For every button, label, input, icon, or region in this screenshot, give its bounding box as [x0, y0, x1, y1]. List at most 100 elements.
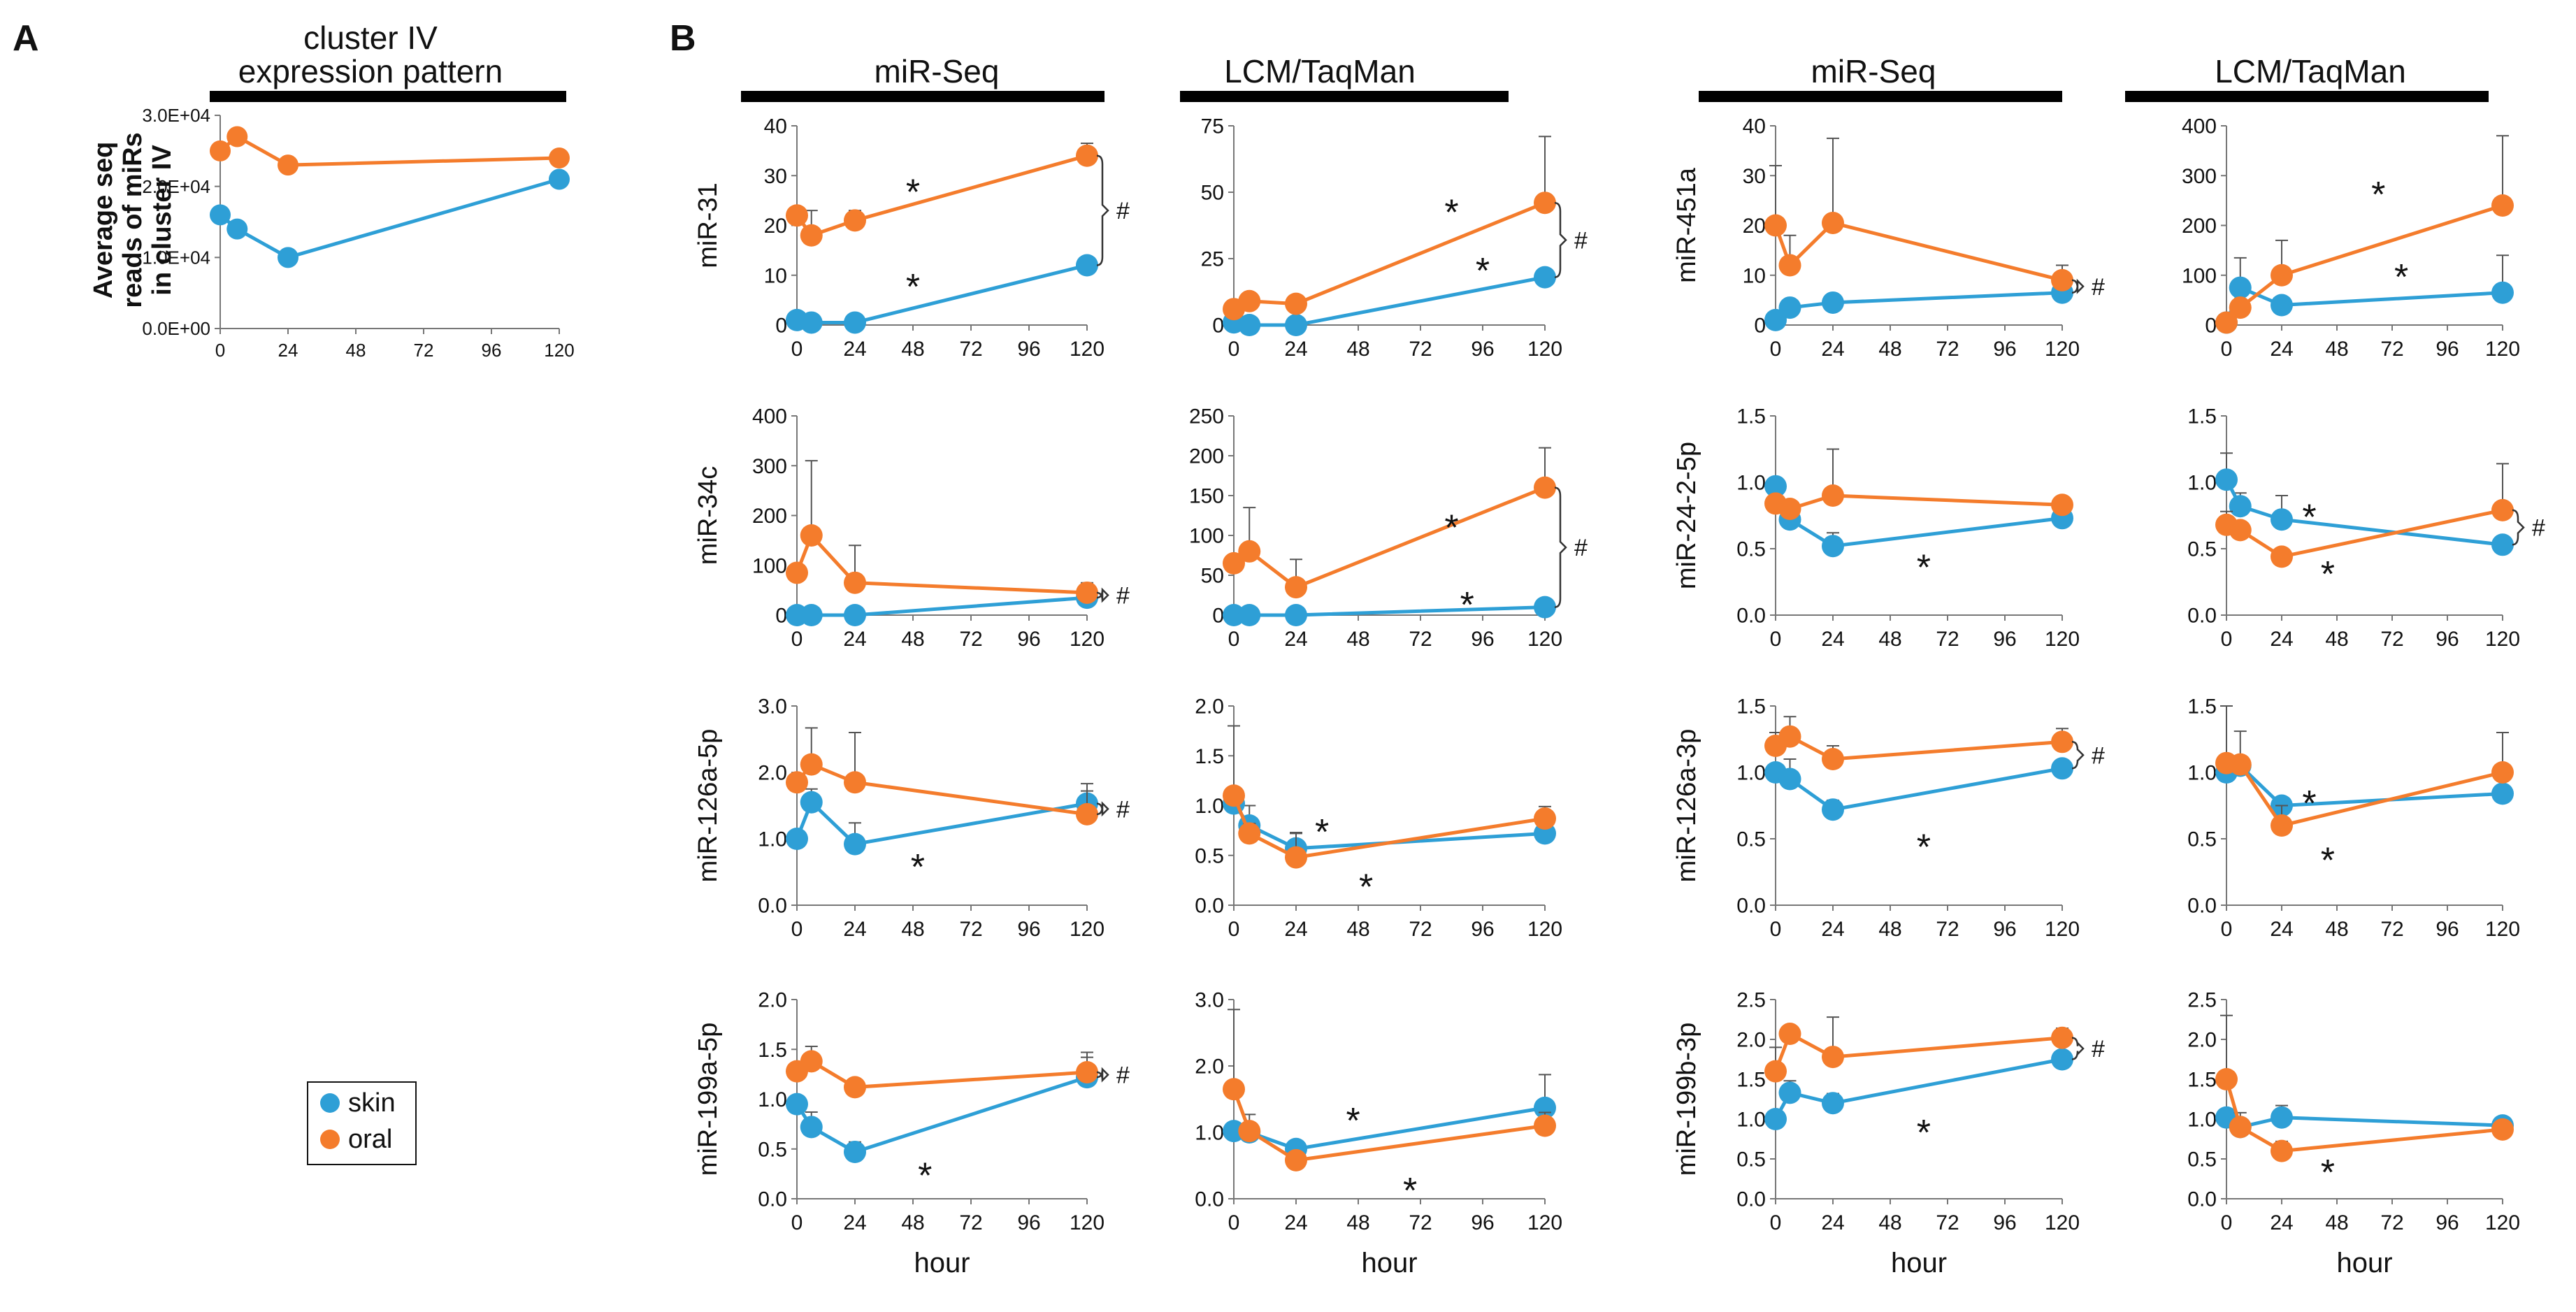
- series-line-skin: [2225, 763, 2503, 808]
- data-point-oral: [278, 154, 298, 176]
- y-tick-label: 1.0: [2187, 1109, 2217, 1132]
- x-tick-label: 72: [1936, 1211, 1959, 1234]
- significance-marker: *: [2394, 257, 2408, 298]
- significance-hash: #: [2532, 515, 2545, 542]
- y-tick-label: 1.0: [758, 828, 787, 851]
- x-tick-label: 72: [414, 340, 434, 361]
- significance-marker: *: [1917, 548, 1931, 589]
- series-line-skin: [1234, 605, 1546, 617]
- chart-miR-451a_seq: 0 10 20 30 40 0 24 48 72 96 120 miR-451a #: [1672, 115, 2105, 361]
- significance-hash: #: [2092, 1036, 2105, 1062]
- significance-bracket: [2071, 1037, 2085, 1060]
- series-line-skin: [796, 264, 1088, 324]
- y-tick-label: 300: [2182, 165, 2217, 188]
- y-axis-label: miR-126a-3p: [1672, 729, 1701, 883]
- y-tick-label: 20: [1743, 215, 1766, 238]
- x-tick-label: 72: [959, 1211, 982, 1234]
- y-tick-label: 0.0: [758, 1188, 787, 1211]
- x-tick-label: 48: [346, 340, 366, 361]
- data-point-oral: [2051, 493, 2073, 517]
- data-point-oral: [2271, 545, 2293, 568]
- y-tick-label: 0: [2205, 315, 2217, 338]
- x-tick-label: 96: [1471, 1211, 1494, 1234]
- x-tick-label: 0: [1770, 918, 1782, 941]
- legend-skin-marker: [320, 1093, 340, 1113]
- data-point-skin: [844, 311, 866, 334]
- y-tick-label: 0: [1212, 315, 1224, 338]
- series-line-skin: [1773, 485, 2063, 548]
- data-point-oral: [226, 126, 248, 147]
- x-tick-label: 48: [901, 628, 924, 651]
- x-tick-label: 0: [791, 338, 803, 361]
- data-point-oral: [1076, 144, 1098, 167]
- data-point-oral: [1534, 476, 1556, 499]
- significance-hash: #: [1574, 227, 1588, 254]
- panel-a-title-line2: expression pattern: [238, 53, 503, 89]
- series-line-skin: [1774, 766, 2063, 812]
- significance-bracket: [1096, 587, 1109, 603]
- y-tick-label: 300: [752, 455, 787, 478]
- y-tick-label: 2.0E+04: [142, 176, 210, 197]
- data-point-oral: [1822, 1046, 1844, 1069]
- significance-bracket: [2071, 278, 2085, 294]
- panel-a-title-bar: [210, 91, 566, 102]
- y-tick-label: 0.0: [1736, 1188, 1766, 1211]
- x-tick-label: 72: [959, 338, 982, 361]
- data-point-oral: [2051, 730, 2073, 754]
- data-point-skin: [2229, 276, 2252, 299]
- significance-hash: #: [1574, 535, 1588, 561]
- data-point-oral: [2271, 1139, 2293, 1162]
- significance-bracket: [1554, 201, 1567, 278]
- x-tick-label: 48: [1878, 628, 1901, 651]
- y-tick-label: 200: [2182, 215, 2217, 238]
- y-tick-label: 30: [1743, 165, 1766, 188]
- data-point-oral: [210, 140, 231, 161]
- data-point-oral: [1285, 846, 1307, 869]
- x-tick-label: 72: [1409, 918, 1432, 941]
- x-tick-label: 48: [2325, 1211, 2348, 1234]
- y-tick-label: 1.5: [1736, 695, 1766, 719]
- data-point-skin: [1778, 296, 1801, 319]
- data-point-oral: [1285, 1148, 1307, 1172]
- data-point-skin: [1285, 604, 1307, 626]
- x-tick-label: 120: [2485, 1211, 2520, 1234]
- x-tick-label: 72: [2380, 918, 2403, 941]
- significance-marker: *: [906, 267, 920, 308]
- y-tick-label: 1.0: [1736, 1109, 1766, 1132]
- data-point-oral: [786, 561, 808, 584]
- y-tick-label: 25: [1201, 248, 1224, 271]
- data-point-oral: [1238, 289, 1261, 312]
- column-header-1: miR-Seq: [875, 53, 1000, 89]
- y-axis-label: miR-199a-5p: [693, 1023, 723, 1176]
- y-tick-label: 400: [752, 405, 787, 428]
- data-point-oral: [844, 571, 866, 594]
- series-line-skin: [795, 1075, 1088, 1154]
- y-tick-label: 0.0: [1736, 605, 1766, 628]
- data-point-skin: [1285, 314, 1307, 336]
- data-point-oral: [1822, 484, 1844, 507]
- chart-miR-126a-3p_seq: 0.0 0.5 1.0 1.5 0 24 48 72 96 120 miR-126a-3p * #: [1672, 695, 2105, 942]
- x-axis-label: hour: [2336, 1248, 2392, 1278]
- significance-marker: *: [906, 173, 920, 213]
- y-tick-label: 1.5: [2187, 695, 2217, 719]
- x-tick-label: 24: [2270, 338, 2293, 361]
- data-point-oral: [1534, 807, 1556, 830]
- x-tick-label: 48: [1346, 1211, 1369, 1234]
- x-tick-label: 120: [1527, 918, 1562, 941]
- significance-bracket: [2512, 509, 2525, 546]
- data-point-oral: [2491, 761, 2514, 784]
- x-tick-label: 24: [1821, 628, 1844, 651]
- y-tick-label: 2.0: [1195, 1055, 1224, 1079]
- series-line-oral: [1774, 734, 2063, 761]
- series-line-skin: [1233, 1106, 1546, 1151]
- data-point-skin: [1534, 596, 1556, 619]
- series-line-oral: [795, 532, 1088, 595]
- x-tick-label: 96: [1993, 338, 2016, 361]
- data-point-skin: [2051, 1048, 2073, 1071]
- data-point-oral: [2271, 814, 2293, 837]
- x-tick-label: 96: [2435, 338, 2459, 361]
- data-point-oral: [1223, 552, 1245, 575]
- x-tick-label: 24: [1284, 338, 1307, 361]
- data-point-skin: [1822, 1092, 1844, 1115]
